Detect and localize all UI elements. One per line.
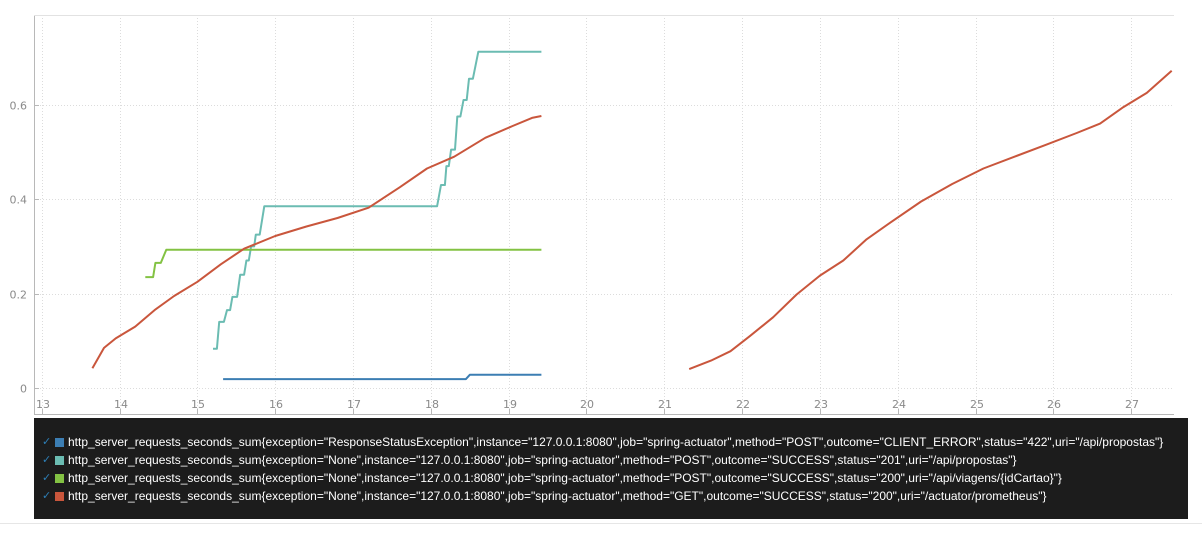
x-tick-label: 21 (658, 398, 672, 411)
checkmark-icon: ✓ (42, 436, 52, 448)
series-1-line-segment-1[interactable] (223, 373, 542, 381)
y-tick-label: 0 (20, 383, 27, 396)
legend-item[interactable]: ✓ http_server_requests_seconds_sum{except… (34, 433, 1188, 451)
legend-item[interactable]: ✓ http_server_requests_seconds_sum{except… (34, 487, 1188, 505)
y-tick-label: 0.6 (10, 100, 28, 113)
checkmark-icon: ✓ (42, 472, 52, 484)
series-4-line-segment-2[interactable] (688, 69, 1173, 371)
checkmark-icon: ✓ (42, 490, 52, 502)
legend-label: http_server_requests_seconds_sum{excepti… (68, 471, 1062, 485)
series-lines (91, 50, 1173, 381)
series-3-line-segment-1[interactable] (145, 248, 542, 279)
x-tick-label: 20 (580, 398, 594, 411)
legend-label: http_server_requests_seconds_sum{excepti… (68, 453, 1017, 467)
x-tick-label: 26 (1047, 398, 1061, 411)
legend-item[interactable]: ✓ http_server_requests_seconds_sum{except… (34, 451, 1188, 469)
divider (0, 523, 1202, 524)
x-tick-label: 27 (1125, 398, 1139, 411)
x-tick-label: 16 (269, 398, 283, 411)
legend-swatch (55, 455, 64, 465)
x-tick-label: 19 (503, 398, 517, 411)
tick-labels: 13 14 15 16 17 18 19 20 21 22 23 24 25 26 27 0 0.2 0.4 0.6 (10, 100, 1140, 412)
x-tick-label: 23 (814, 398, 828, 411)
x-tick-label: 25 (970, 398, 984, 411)
legend-swatch (55, 473, 64, 483)
chart: 13 14 15 16 17 18 19 20 21 22 23 24 25 26 27 0 0.2 0.4 0.6 (10, 15, 1174, 415)
x-tick-label: 24 (892, 398, 906, 411)
legend-swatch (55, 437, 64, 447)
x-tick-label: 22 (736, 398, 750, 411)
legend-label: http_server_requests_seconds_sum{excepti… (68, 435, 1164, 449)
axes (34, 15, 1174, 415)
grid (34, 15, 1174, 414)
legend: ✓ http_server_requests_seconds_sum{except… (34, 418, 1188, 519)
legend-swatch (55, 491, 64, 501)
y-tick-label: 0.2 (10, 289, 28, 302)
x-tick-label: 13 (36, 398, 50, 411)
x-tick-label: 18 (425, 398, 439, 411)
y-tick-label: 0.4 (10, 194, 28, 207)
x-tick-label: 15 (191, 398, 205, 411)
series-4-line-segment-1[interactable] (91, 115, 542, 369)
x-tick-label: 14 (114, 398, 128, 411)
series-2-line-segment-1[interactable] (213, 50, 542, 350)
checkmark-icon: ✓ (42, 454, 52, 466)
legend-item[interactable]: ✓ http_server_requests_seconds_sum{except… (34, 469, 1188, 487)
x-tick-label: 17 (347, 398, 361, 411)
legend-label: http_server_requests_seconds_sum{excepti… (68, 489, 1047, 503)
